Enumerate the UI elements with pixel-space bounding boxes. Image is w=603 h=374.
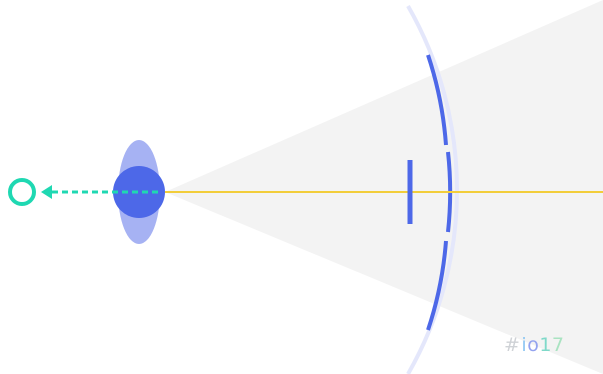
- light-cone: [165, 0, 603, 374]
- hashtag-letter-i: i: [521, 334, 528, 356]
- hashtag-digit-1: 1: [539, 334, 552, 356]
- lens-body: [113, 166, 165, 218]
- arc-segment-bottom: [426, 240, 448, 331]
- left-arrow-icon: [41, 185, 52, 199]
- hashtag-letter-o: o: [527, 334, 540, 356]
- open-circle-icon: [8, 178, 36, 206]
- hashtag-digit-7: 7: [551, 334, 565, 356]
- hashtag-hash: #: [504, 334, 521, 356]
- io17-hashtag-logo: #io17: [504, 336, 565, 355]
- arc-segment-top: [426, 54, 448, 146]
